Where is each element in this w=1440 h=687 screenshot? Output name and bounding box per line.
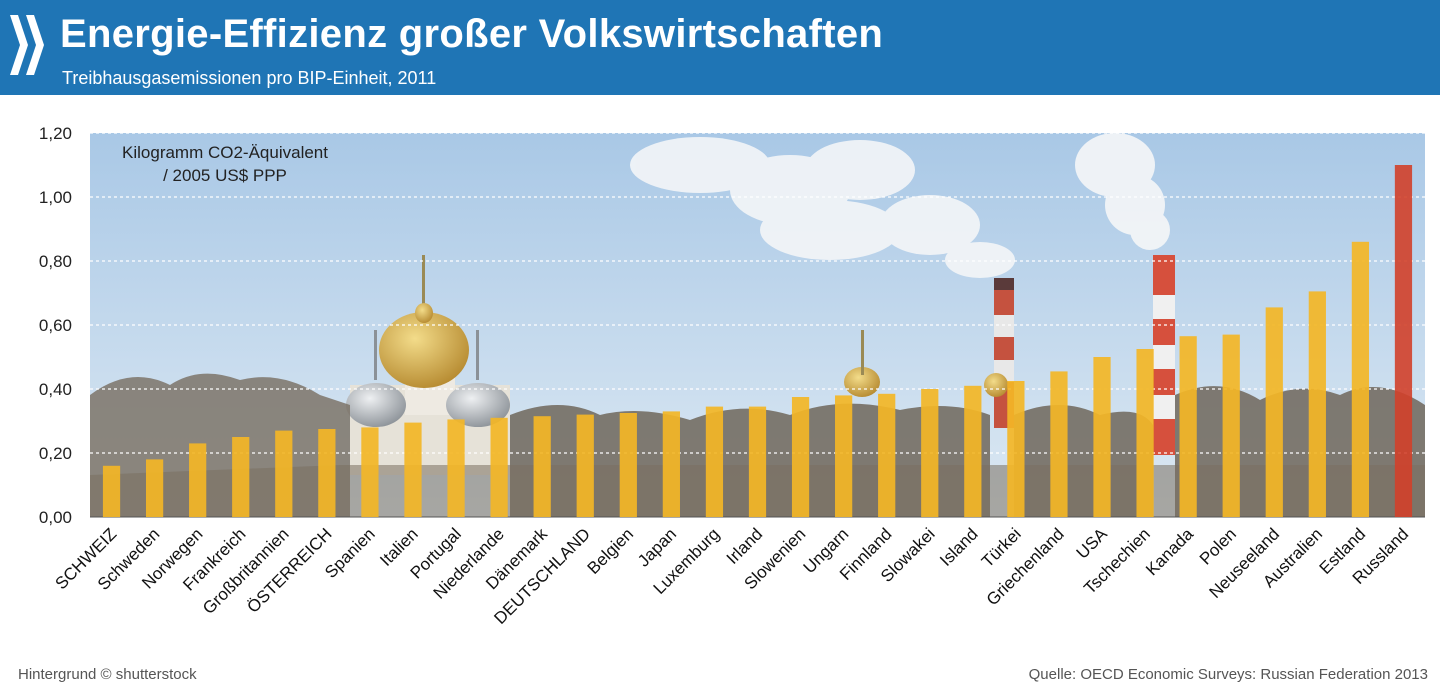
x-tick-label: USA [1073,524,1112,563]
header-bar: Energie-Effizienz großer Volkswirtschaft… [0,0,1440,95]
bar-24 [1136,349,1154,517]
y-tick-label: 0,00 [39,508,72,527]
bar-4 [275,430,293,517]
bar-20 [964,385,982,517]
chart-subtitle: Treibhausgasemissionen pro BIP-Einheit, … [62,68,437,88]
bar-25 [1179,336,1197,517]
bar-27 [1265,307,1283,517]
source-note: Quelle: OECD Economic Surveys: Russian F… [1028,666,1428,683]
bar-29 [1351,241,1370,518]
x-tick-label: Island [936,524,982,570]
bar-1 [145,459,164,517]
bar-13 [662,411,680,517]
smoke-cloud-left [630,137,1015,278]
bar-3 [232,437,250,517]
y-tick-label: 0,60 [39,316,72,335]
bar-30 [1394,165,1413,517]
x-tick-label: Kanada [1142,524,1197,579]
bar-2 [189,443,207,517]
bar-5 [318,429,336,517]
bar-21 [1007,381,1025,517]
chart-area: 0,00 0,20 0,40 0,60 0,80 1,00 1,20 SCHWEIZ Schw… [0,95,1440,687]
y-tick-label: 0,80 [39,252,72,271]
bar-10 [533,416,551,517]
bar-16 [791,397,810,517]
y-axis-title-line-1: Kilogramm CO2-Äquivalent [122,143,328,162]
y-tick-label: 0,40 [39,380,72,399]
bar-6 [361,427,379,517]
y-axis-title-line-2: / 2005 US$ PPP [163,166,287,185]
bars [102,165,1413,518]
y-tick-label: 1,00 [39,188,72,207]
bar-11 [576,414,594,517]
x-axis: SCHWEIZSchwedenNorwegenFrankreichGroßbri… [51,524,1412,628]
chart-title: Energie-Effizienz großer Volkswirtschaft… [60,12,884,56]
chimney-right [1153,255,1175,455]
bar-9 [490,417,508,517]
y-axis: 0,00 0,20 0,40 0,60 0,80 1,00 1,20 [39,124,1425,527]
y-axis-title: Kilogramm CO2-Äquivalent / 2005 US$ PPP [122,143,328,185]
bar-26 [1222,334,1240,517]
bar-7 [404,422,422,517]
bar-14 [705,406,724,517]
bar-chart: 0,00 0,20 0,40 0,60 0,80 1,00 1,20 SCHWEIZSchw… [39,124,1425,628]
background-credit: Hintergrund © shutterstock [18,666,197,683]
y-tick-label: 1,20 [39,124,72,143]
bar-23 [1093,357,1111,517]
bar-0 [102,465,121,517]
bar-12 [619,413,637,517]
y-tick-label: 0,20 [39,444,72,463]
x-tick-label: Belgien [584,524,638,578]
bar-19 [921,389,939,517]
bar-17 [835,395,853,517]
oecd-chevrons-icon [10,15,44,75]
bar-15 [748,406,767,517]
bar-22 [1050,371,1068,517]
bar-18 [878,393,896,517]
smoke-cloud-right [1075,133,1170,250]
bar-28 [1308,291,1326,517]
bar-8 [447,419,465,517]
